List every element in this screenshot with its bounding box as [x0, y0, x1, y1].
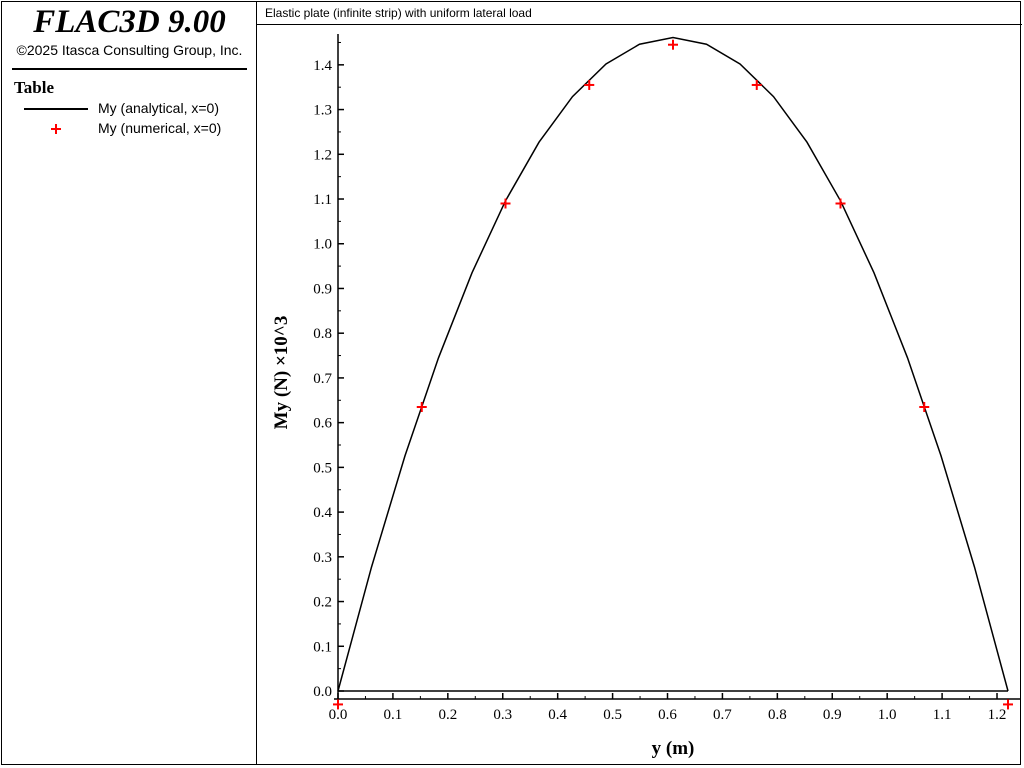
x-tick-label: 0.0	[329, 707, 348, 723]
numerical-point	[333, 699, 343, 710]
y-tick-label: 0.9	[313, 281, 332, 297]
y-tick-label: 1.4	[313, 58, 332, 74]
x-tick-label: 1.2	[988, 707, 1007, 723]
analytical-curve	[337, 36, 1009, 692]
x-axis-label: y (m)	[652, 738, 695, 759]
y-tick-label: 1.1	[313, 192, 332, 208]
numerical-point	[584, 79, 595, 90]
app-title: FLAC3D 9.00	[33, 4, 226, 40]
x-tick-label: 0.5	[603, 707, 622, 723]
numerical-point	[500, 198, 511, 209]
legend-plus-swatch	[51, 124, 61, 134]
y-axis-label: My (N) ×10^3	[271, 316, 292, 430]
y-tick-label: 0.3	[313, 550, 332, 566]
numerical-point	[1003, 699, 1013, 710]
x-tick-label: 1.1	[933, 707, 952, 723]
y-tick-label: 0.4	[313, 505, 332, 521]
y-tick-label: 0.5	[313, 460, 332, 476]
x-tick-label: 0.1	[384, 707, 403, 723]
x-tick-label: 0.8	[768, 707, 787, 723]
legend-heading: Table	[14, 78, 55, 97]
x-tick-label: 0.3	[493, 707, 512, 723]
y-tick-label: 0.1	[313, 639, 332, 655]
legend-label-numerical: My (numerical, x=0)	[98, 120, 222, 136]
numerical-point	[919, 401, 930, 412]
plot-svg: 0.0 0.1 0.2 0.3 0.4 0.5 0.6 0.7 0.8 0.9 1.0 1.1 1.2 1…	[271, 34, 1020, 759]
x-tick-label: 0.9	[823, 707, 842, 723]
numerical-point	[835, 198, 846, 209]
y-tick-label: 0.8	[313, 326, 332, 342]
chart-title: Elastic plate (infinite strip) with unif…	[265, 6, 532, 20]
chart-title-bar: Elastic plate (infinite strip) with unif…	[257, 2, 1022, 25]
x-tick-label: 0.7	[713, 707, 732, 723]
copyright-text: ©2025 Itasca Consulting Group, Inc.	[16, 42, 243, 58]
y-tick-label: 1.2	[313, 147, 332, 163]
y-tick-label: 1.3	[313, 103, 332, 119]
plot-panel: Elastic plate (infinite strip) with unif…	[257, 2, 1022, 764]
y-tick-label: 0.6	[313, 416, 332, 432]
x-tick-label: 0.2	[438, 707, 457, 723]
y-tick-label: 1.0	[313, 237, 332, 253]
y-tick-label: 0.2	[313, 595, 332, 611]
divider	[12, 68, 247, 70]
legend-item-numerical: My (numerical, x=0)	[2, 119, 257, 139]
y-tick-label: 0.0	[313, 684, 332, 700]
y-tick-label: 0.7	[313, 371, 332, 387]
x-tick-label: 1.0	[878, 707, 897, 723]
legend-item-analytical: My (analytical, x=0)	[2, 99, 257, 119]
numerical-point	[416, 401, 427, 412]
x-tick-label: 0.6	[658, 707, 677, 723]
numerical-point	[668, 39, 678, 50]
legend-label-analytical: My (analytical, x=0)	[98, 100, 219, 116]
numerical-point	[751, 79, 762, 90]
x-tick-label: 0.4	[548, 707, 567, 723]
legend-line-swatch	[24, 108, 88, 110]
left-panel: FLAC3D 9.00 ©2025 Itasca Consulting Grou…	[2, 2, 257, 764]
